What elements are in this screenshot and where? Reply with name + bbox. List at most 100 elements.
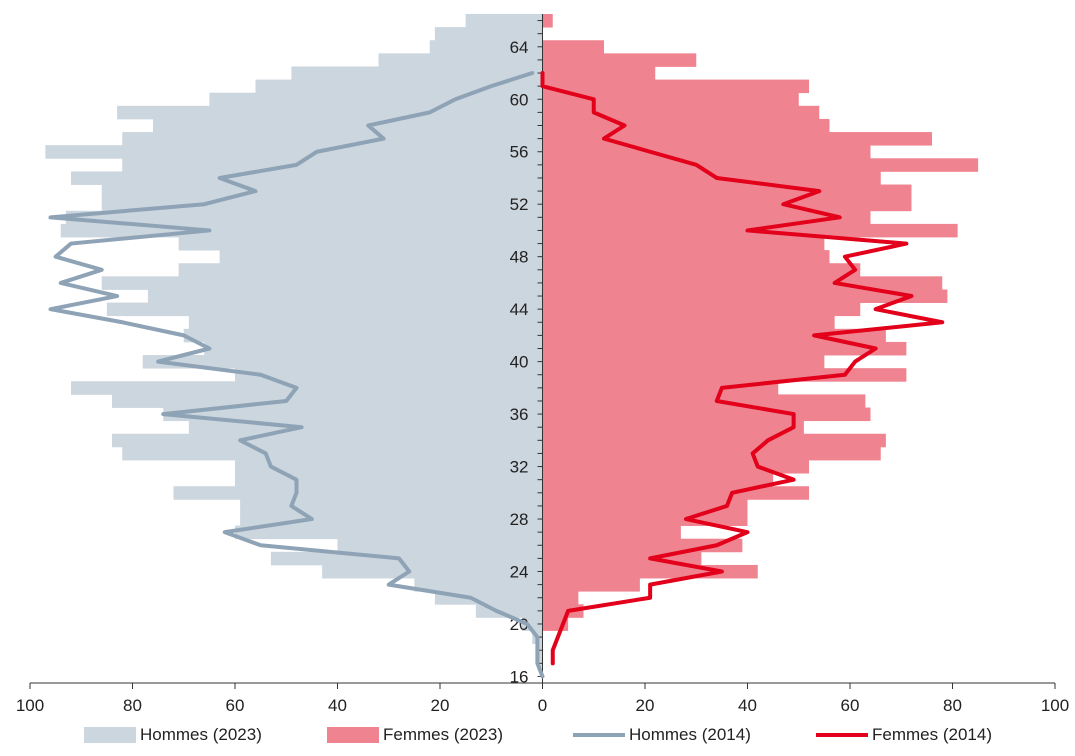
bar-hommes-2023-age-24 [322, 564, 543, 579]
bar-hommes-2023-age-66 [465, 14, 543, 28]
bar-hommes-2023-age-34 [112, 433, 543, 448]
bar-hommes-2023-age-41 [204, 341, 543, 356]
bar-hommes-2023-age-31 [235, 473, 543, 487]
bar-hommes-2023-age-56 [45, 145, 543, 159]
y-tick-label: 16 [510, 667, 529, 686]
y-tick-label: 60 [510, 90, 529, 109]
bar-femmes-2023-age-59 [542, 105, 820, 120]
bar-hommes-2023-age-53 [101, 184, 543, 199]
bar-femmes-2023-age-64 [542, 40, 604, 54]
legend-item-hommes-2014: Hommes (2014) [573, 725, 751, 744]
bar-hommes-2023-age-63 [378, 53, 543, 67]
bar-femmes-2023-age-63 [542, 53, 697, 67]
bar-femmes-2023-age-42 [542, 328, 886, 343]
bar-femmes-2023-age-53 [542, 184, 912, 199]
bar-hommes-2023-age-49 [178, 237, 543, 251]
bar-hommes-2023-age-64 [429, 40, 543, 54]
bar-femmes-2023-age-46 [542, 276, 943, 290]
bar-femmes-2023-age-47 [542, 263, 861, 277]
bar-femmes-2023-age-22 [542, 591, 579, 605]
bars-group [45, 14, 979, 671]
bar-femmes-2023-age-38 [542, 381, 779, 395]
bar-hommes-2023-age-47 [178, 263, 543, 277]
bar-hommes-2023-age-30 [173, 486, 543, 500]
bar-hommes-2023-age-58 [153, 118, 543, 133]
legend-item-hommes-2023: Hommes (2023) [84, 725, 262, 744]
bar-hommes-2023-age-54 [71, 171, 543, 185]
bar-hommes-2023-age-28 [240, 512, 543, 526]
bar-hommes-2023-age-55 [122, 158, 543, 172]
bar-hommes-2023-age-20 [522, 617, 543, 631]
bar-hommes-2023-age-60 [209, 92, 543, 107]
legend-swatch-hommes-2023 [84, 727, 136, 743]
bar-hommes-2023-age-46 [101, 276, 543, 290]
bar-femmes-2023-age-33 [542, 446, 881, 461]
bar-hommes-2023-age-26 [337, 538, 543, 553]
lines-group [48, 71, 945, 679]
bar-femmes-2023-age-57 [542, 132, 932, 146]
x-tick-label: 80 [943, 696, 962, 715]
legend-swatch-femmes-2023 [327, 727, 379, 743]
bar-femmes-2023-age-52 [542, 197, 912, 212]
bar-femmes-2023-age-37 [542, 394, 866, 408]
bar-femmes-2023-age-27 [542, 525, 681, 540]
bar-femmes-2023-age-56 [542, 145, 871, 159]
bar-femmes-2023-age-31 [542, 473, 774, 487]
x-tick-label: 20 [636, 696, 655, 715]
y-tick-label: 48 [510, 248, 529, 267]
bar-hommes-2023-age-48 [219, 250, 543, 264]
bar-femmes-2023-age-39 [542, 368, 907, 382]
bar-hommes-2023-age-65 [434, 27, 543, 41]
bar-femmes-2023-age-66 [542, 14, 553, 28]
x-tick-label: 0 [538, 696, 547, 715]
legend-label-hommes-2014: Hommes (2014) [629, 725, 751, 744]
bar-hommes-2023-age-38 [71, 381, 543, 395]
bar-femmes-2023-age-54 [542, 171, 881, 185]
x-tick-label: 40 [328, 696, 347, 715]
bar-hommes-2023-age-59 [117, 105, 543, 120]
bar-hommes-2023-age-61 [255, 79, 543, 94]
x-tick-label: 60 [841, 696, 860, 715]
bar-hommes-2023-age-29 [240, 499, 543, 513]
bar-hommes-2023-age-51 [65, 210, 543, 225]
bar-hommes-2023-age-43 [188, 315, 543, 330]
legend-label-femmes-2023: Femmes (2023) [383, 725, 503, 744]
bar-femmes-2023-age-44 [542, 302, 861, 317]
bar-hommes-2023-age-44 [106, 302, 543, 317]
bar-femmes-2023-age-23 [542, 578, 640, 592]
bar-femmes-2023-age-34 [542, 433, 886, 448]
bar-femmes-2023-age-41 [542, 341, 907, 356]
y-tick-label: 28 [510, 510, 529, 529]
legend: Hommes (2023) Femmes (2023) Hommes (2014) F… [84, 725, 992, 744]
legend-label-hommes-2023: Hommes (2023) [140, 725, 262, 744]
bar-hommes-2023-age-42 [183, 328, 543, 343]
bar-femmes-2023-age-40 [542, 355, 825, 369]
bar-femmes-2023-age-45 [542, 289, 948, 303]
y-tick-label: 64 [510, 38, 529, 57]
bar-hommes-2023-age-40 [142, 355, 543, 369]
bar-hommes-2023-age-57 [122, 132, 543, 146]
bar-femmes-2023-age-36 [542, 407, 871, 422]
bar-hommes-2023-age-27 [235, 525, 543, 540]
bar-femmes-2023-age-24 [542, 564, 758, 579]
legend-item-femmes-2014: Femmes (2014) [816, 725, 992, 744]
y-tick-label: 52 [510, 195, 529, 214]
bar-femmes-2023-age-30 [542, 486, 809, 500]
y-tick-label: 56 [510, 143, 529, 162]
x-tick-label: 60 [226, 696, 245, 715]
bar-femmes-2023-age-62 [542, 66, 656, 80]
bar-hommes-2023-age-45 [147, 289, 543, 303]
x-tick-label: 40 [738, 696, 757, 715]
bar-femmes-2023-age-21 [542, 604, 584, 618]
y-tick-label: 32 [510, 458, 529, 477]
bar-femmes-2023-age-51 [542, 210, 871, 225]
bar-femmes-2023-age-61 [542, 79, 809, 94]
bar-femmes-2023-age-58 [542, 118, 830, 133]
line-femmes-2014 [540, 71, 945, 666]
bar-femmes-2023-age-29 [542, 499, 748, 513]
bar-hommes-2023-age-39 [235, 368, 543, 382]
legend-label-femmes-2014: Femmes (2014) [872, 725, 992, 744]
line-hommes-2014 [48, 71, 545, 679]
bar-hommes-2023-age-33 [122, 446, 543, 461]
